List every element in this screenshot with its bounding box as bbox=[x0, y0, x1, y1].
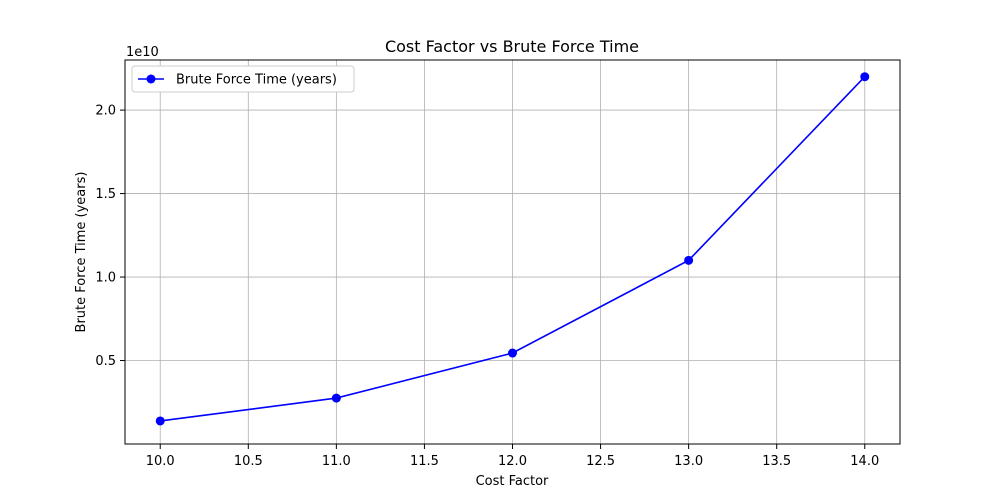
x-tick-label: 10.5 bbox=[234, 454, 263, 469]
series-layer bbox=[155, 72, 870, 426]
chart-title: Cost Factor vs Brute Force Time bbox=[385, 37, 639, 56]
legend-marker bbox=[146, 74, 156, 84]
y-axis-label: Brute Force Time (years) bbox=[74, 172, 89, 333]
data-point bbox=[155, 416, 165, 426]
ticks: 10.0 10.5 11.0 11.5 12.0 12.5 13.0 13.5 14.0 0.5 1… bbox=[95, 104, 879, 469]
x-tick-label: 12.0 bbox=[498, 454, 527, 469]
y-tick-label: 2.0 bbox=[95, 104, 116, 119]
y-tick-label: 1.5 bbox=[95, 187, 116, 202]
data-point bbox=[860, 72, 870, 82]
x-tick-label: 13.0 bbox=[674, 454, 703, 469]
x-axis-label: Cost Factor bbox=[476, 474, 549, 489]
x-tick-label: 10.0 bbox=[146, 454, 175, 469]
x-tick-label: 11.0 bbox=[322, 454, 351, 469]
y-tick-label: 1.0 bbox=[95, 271, 116, 286]
x-tick-label: 13.5 bbox=[762, 454, 791, 469]
legend: Brute Force Time (years) bbox=[131, 65, 355, 93]
data-point bbox=[331, 393, 341, 403]
legend-box bbox=[131, 65, 355, 93]
y-tick-label: 0.5 bbox=[95, 354, 116, 369]
x-tick-label: 11.5 bbox=[410, 454, 439, 469]
data-point bbox=[684, 255, 694, 265]
grid bbox=[125, 60, 900, 444]
x-tick-label: 14.0 bbox=[850, 454, 879, 469]
plot-frame bbox=[124, 59, 901, 445]
legend-label: Brute Force Time (years) bbox=[176, 73, 337, 88]
x-tick-label: 12.5 bbox=[586, 454, 615, 469]
y-offset-text: 1e10 bbox=[126, 45, 159, 60]
data-point bbox=[508, 348, 517, 358]
